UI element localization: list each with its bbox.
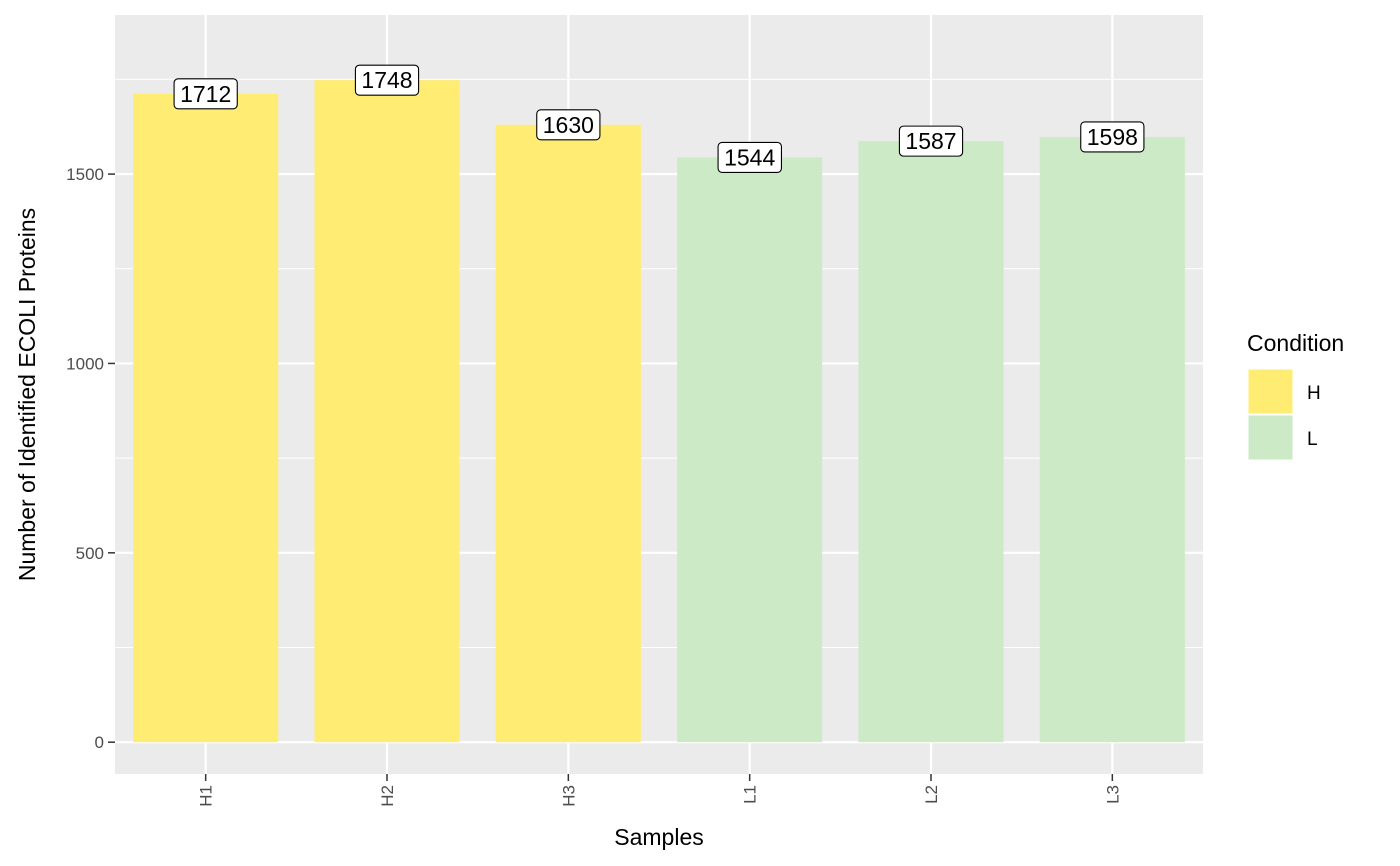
data-labels: 1712 1748 1630 1544 1587 1598 xyxy=(173,64,1145,173)
axes: 0 500 1000 1500 H1 H2 H3 L1 L2 L3 xyxy=(66,165,1122,807)
y-tick-label: 1000 xyxy=(66,354,104,373)
legend-title: Condition xyxy=(1247,330,1344,356)
x-tick-label: H1 xyxy=(197,785,216,807)
data-label-box xyxy=(173,78,238,110)
bar-l1 xyxy=(677,157,823,743)
legend-key-l xyxy=(1247,414,1294,461)
bar-l3 xyxy=(1039,136,1185,743)
bar-h2 xyxy=(314,80,460,743)
data-label-box xyxy=(898,125,964,157)
data-label-h2: 1748 xyxy=(354,64,420,96)
bars xyxy=(133,80,1185,743)
y-tick-label: 1500 xyxy=(66,165,104,184)
data-label-text: 1587 xyxy=(905,128,956,154)
data-label-box xyxy=(1080,121,1145,153)
legend-label-h: H xyxy=(1307,383,1321,404)
x-tick-label: H3 xyxy=(559,785,578,807)
x-tick-label: H2 xyxy=(378,785,397,807)
data-label-box xyxy=(354,64,420,96)
legend-key-h xyxy=(1247,368,1294,415)
y-tick-label: 0 xyxy=(95,733,104,752)
x-tick-label: L3 xyxy=(1103,785,1122,804)
data-label-h1: 1712 xyxy=(173,78,238,110)
data-label-text: 1748 xyxy=(361,67,412,93)
bar-h3 xyxy=(495,124,641,743)
data-label-text: 1630 xyxy=(543,112,594,138)
legend: Condition H L xyxy=(1247,330,1344,461)
y-axis-title: Number of Identified ECOLI Proteins xyxy=(14,208,40,581)
data-label-l1: 1544 xyxy=(717,141,783,173)
data-label-text: 1544 xyxy=(724,144,775,170)
data-label-box xyxy=(717,141,783,173)
data-label-box xyxy=(536,109,601,141)
y-tick-label: 500 xyxy=(76,544,104,563)
x-axis-title: Samples xyxy=(614,824,703,850)
data-label-h3: 1630 xyxy=(536,109,601,141)
x-tick-label: L2 xyxy=(922,785,941,804)
x-tick-label: L1 xyxy=(741,785,760,804)
data-label-l2: 1587 xyxy=(898,125,964,157)
bar-l2 xyxy=(858,141,1004,743)
data-label-text: 1598 xyxy=(1087,124,1138,150)
data-label-text: 1712 xyxy=(180,81,231,107)
data-label-l3: 1598 xyxy=(1080,121,1145,153)
legend-label-l: L xyxy=(1307,429,1318,450)
bar-h1 xyxy=(133,93,279,743)
